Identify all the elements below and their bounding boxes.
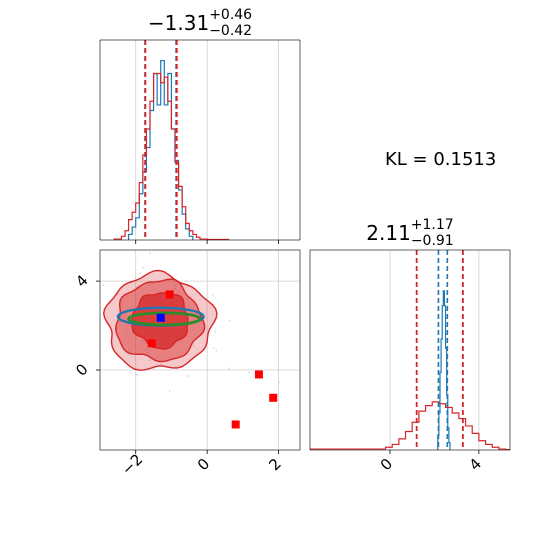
background-sample	[177, 291, 180, 294]
background-sample	[149, 252, 151, 254]
background-sample	[148, 359, 151, 362]
background-sample	[168, 389, 171, 392]
background-sample	[128, 349, 130, 351]
background-sample	[213, 347, 215, 350]
background-sample	[98, 325, 100, 327]
x-tick-label: 2	[265, 455, 284, 474]
joint-ellipses	[116, 306, 205, 327]
background-sample	[148, 284, 151, 286]
background-sample	[211, 293, 214, 296]
green-covariance-ellipse	[127, 311, 202, 327]
blue-square-marker	[156, 313, 165, 322]
background-sample	[102, 284, 105, 286]
marginal-x-quantile-lines	[144, 40, 178, 240]
red-square-marker	[254, 370, 263, 379]
blue-histogram	[127, 59, 194, 240]
red-square-marker	[147, 339, 156, 348]
background-sample	[173, 284, 176, 287]
red-square-marker	[231, 420, 240, 429]
background-sample	[139, 272, 141, 274]
background-sample	[152, 367, 155, 370]
x-tick-label: 0	[377, 455, 396, 474]
y-tick-label: 0	[72, 360, 91, 379]
red-histogram	[113, 72, 230, 240]
marginal-x-grid	[135, 40, 279, 240]
background-sample	[160, 363, 163, 366]
marginal-y-title-sub: −0.91	[411, 233, 454, 249]
background-sample	[186, 375, 189, 377]
joint-points	[147, 290, 278, 429]
joint-frame	[99, 249, 301, 451]
background-sample	[136, 374, 139, 376]
background-sample	[215, 349, 218, 352]
y-tick-label: 4	[72, 271, 91, 290]
background-sample	[146, 351, 149, 354]
marginal-x-title-value: −1.31	[148, 11, 209, 35]
x-tick-label: −2	[118, 450, 146, 478]
background-sample	[142, 266, 145, 269]
background-sample	[214, 330, 217, 333]
marginal-y-grid	[389, 250, 480, 450]
marginal-x-title-sup: +0.46	[209, 7, 252, 23]
background-sample	[126, 332, 129, 335]
blue-histogram	[437, 290, 451, 450]
marginal-y-title-value: 2.11	[366, 221, 411, 245]
red-square-marker	[269, 393, 278, 402]
marginal-x-ticks	[135, 240, 279, 244]
background-sample	[128, 340, 130, 342]
background-sample	[277, 381, 280, 384]
marginal-x-title-sub: −0.42	[209, 23, 252, 39]
x-tick-label: 0	[194, 455, 213, 474]
background-sample	[142, 339, 145, 341]
marginal-y-title-sup: +1.17	[411, 217, 454, 233]
background-sample	[228, 319, 231, 322]
marginal-x-histograms	[113, 59, 230, 240]
background-sample	[97, 316, 99, 318]
marginal-x-panel: −1.31+0.46 −0.42	[99, 7, 301, 244]
background-sample	[161, 233, 163, 235]
marginal-y-quantile-lines	[415, 250, 464, 450]
x-tick-label: 4	[466, 455, 485, 474]
background-sample	[145, 348, 148, 350]
kl-annotation: KL = 0.1513	[385, 149, 496, 170]
red-histogram	[310, 401, 510, 450]
marginal-x-title: −1.31+0.46 −0.42	[148, 7, 252, 39]
marginal-y-histograms	[310, 290, 510, 450]
red-square-marker	[165, 290, 174, 299]
background-sample	[179, 340, 182, 342]
background-sample	[228, 367, 230, 370]
background-sample	[121, 301, 124, 304]
marginal-y-title: 2.11+1.17 −0.91	[366, 217, 453, 249]
background-sample	[173, 287, 176, 290]
marginal-y-frame	[309, 249, 511, 451]
joint-panel: −2 0 2 0 4	[72, 233, 301, 479]
background-sample	[248, 371, 251, 374]
marginal-x-frame	[99, 39, 301, 241]
background-sample	[193, 345, 196, 347]
